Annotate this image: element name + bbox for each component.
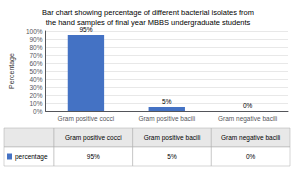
- svg-text:Gram positive bacili: Gram positive bacili: [144, 134, 201, 142]
- svg-text:95%: 95%: [79, 26, 92, 33]
- svg-text:70%: 70%: [30, 52, 43, 59]
- svg-text:Gram positive cocci: Gram positive cocci: [58, 115, 115, 123]
- svg-text:60%: 60%: [30, 60, 43, 67]
- svg-text:0%: 0%: [33, 108, 43, 115]
- svg-text:10%: 10%: [30, 100, 43, 107]
- svg-text:90%: 90%: [30, 36, 43, 43]
- svg-text:Bar chart showing percentage o: Bar chart showing percentage of differen…: [42, 8, 254, 17]
- svg-text:Gram negative bacili: Gram negative bacili: [221, 134, 280, 142]
- svg-text:Gram positive cocci: Gram positive cocci: [65, 134, 122, 142]
- svg-text:5%: 5%: [167, 153, 177, 160]
- svg-text:95%: 95%: [87, 153, 100, 160]
- svg-text:0%: 0%: [246, 153, 256, 160]
- svg-text:Gram negative bacili: Gram negative bacili: [218, 115, 277, 123]
- svg-text:percentage: percentage: [15, 153, 48, 161]
- svg-text:0%: 0%: [243, 102, 253, 109]
- svg-text:5%: 5%: [162, 98, 172, 105]
- svg-text:100%: 100%: [26, 28, 43, 35]
- svg-text:80%: 80%: [30, 44, 43, 51]
- svg-text:40%: 40%: [30, 76, 43, 83]
- svg-text:30%: 30%: [30, 84, 43, 91]
- svg-text:Gram positive bacili: Gram positive bacili: [138, 115, 195, 123]
- svg-text:the hand samples of final year: the hand samples of final year MBBS unde…: [46, 18, 251, 27]
- svg-text:Percentage: Percentage: [8, 53, 16, 89]
- svg-text:20%: 20%: [30, 92, 43, 99]
- svg-text:50%: 50%: [30, 68, 43, 75]
